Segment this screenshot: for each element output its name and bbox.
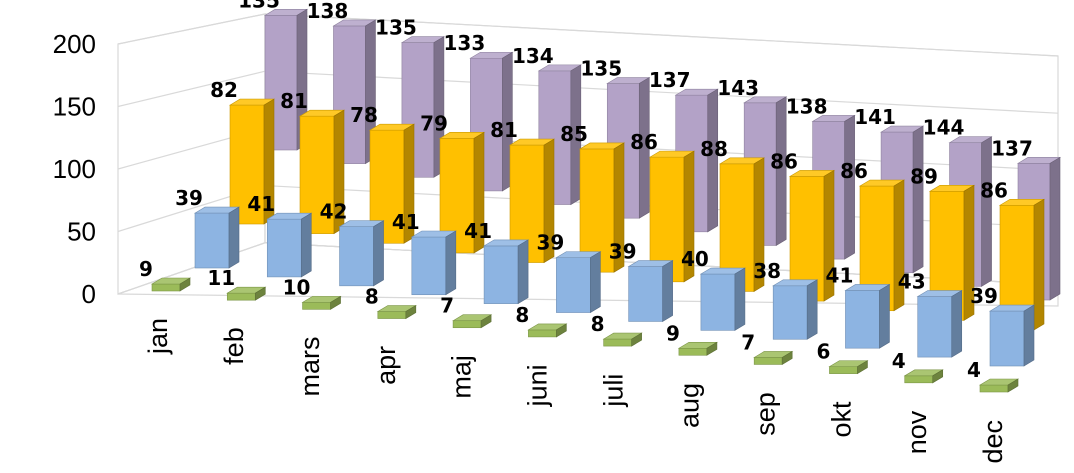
- bar: [677, 341, 718, 356]
- data-label: 138: [307, 0, 349, 23]
- bar: [193, 206, 241, 269]
- bar: [555, 251, 602, 314]
- x-tick-label: juli: [599, 374, 629, 408]
- data-label: 86: [770, 149, 798, 173]
- data-label: 133: [443, 31, 485, 55]
- x-tick-label: juni: [523, 364, 553, 407]
- data-label: 81: [490, 118, 518, 142]
- y-tick-label: 50: [67, 217, 96, 247]
- data-label: 143: [717, 76, 759, 100]
- data-label: 38: [753, 259, 781, 283]
- data-label: 6: [816, 340, 830, 364]
- data-label: 11: [207, 266, 235, 290]
- bar: [828, 360, 869, 375]
- data-label: 7: [741, 330, 755, 354]
- data-label: 39: [970, 284, 998, 308]
- bars: [150, 8, 1062, 393]
- data-label: 144: [923, 116, 965, 140]
- bar: [228, 98, 276, 225]
- data-label: 41: [464, 219, 492, 243]
- data-label: 40: [681, 247, 709, 271]
- data-label: 41: [247, 192, 275, 216]
- data-label: 9: [139, 257, 153, 281]
- data-label: 137: [649, 68, 691, 92]
- data-label: 4: [967, 358, 981, 382]
- x-tick-label: maj: [447, 355, 477, 399]
- bar: [988, 304, 1036, 367]
- data-label: 78: [350, 103, 378, 127]
- bar: [903, 369, 944, 384]
- data-label: 135: [375, 16, 417, 40]
- data-label: 4: [892, 349, 906, 373]
- data-label: 86: [840, 159, 868, 183]
- bar: [368, 123, 416, 244]
- x-tick-label: jan: [143, 318, 173, 355]
- bar: [483, 239, 530, 305]
- data-label: 9: [666, 321, 680, 345]
- gridline: [117, 13, 1059, 57]
- bar: [266, 212, 313, 278]
- bar: [376, 305, 417, 320]
- x-tick-label: aug: [674, 383, 704, 428]
- x-tick-label: okt: [826, 401, 856, 438]
- data-label: 39: [609, 240, 637, 264]
- x-tick-label: dec: [978, 420, 1008, 464]
- data-label: 86: [630, 130, 658, 154]
- data-label: 39: [536, 231, 564, 255]
- y-tick-label: 150: [53, 92, 96, 122]
- x-tick-label: sep: [750, 392, 780, 436]
- y-axis: 0 50 100 150 200: [53, 29, 96, 309]
- data-label: 39: [175, 186, 203, 210]
- data-label: 81: [280, 89, 308, 113]
- data-label: 8: [591, 312, 605, 336]
- bar: [753, 350, 794, 365]
- bar: [699, 267, 746, 331]
- bar: [410, 230, 457, 296]
- y-tick-label: 200: [53, 29, 96, 59]
- data-label: 8: [365, 285, 379, 309]
- x-tick-label: mars: [295, 337, 325, 397]
- bar: [338, 220, 385, 287]
- data-label: 41: [392, 210, 420, 234]
- data-label: 137: [991, 136, 1033, 160]
- data-label: 42: [320, 200, 348, 224]
- data-label: 88: [700, 137, 728, 161]
- bar: [602, 332, 643, 347]
- data-label: 141: [854, 105, 896, 129]
- x-tick-label: nov: [902, 410, 932, 454]
- bar: [772, 279, 819, 340]
- data-label: 138: [786, 94, 828, 118]
- bar: [226, 286, 267, 301]
- bar: [150, 277, 192, 292]
- data-label: 82: [210, 78, 238, 102]
- data-label: 43: [898, 270, 926, 294]
- data-label: 86: [980, 178, 1008, 202]
- data-label: 135: [580, 57, 622, 81]
- bar: [527, 323, 568, 338]
- data-label: 10: [283, 275, 311, 299]
- data-label: 135: [238, 0, 280, 12]
- x-tick-label: apr: [371, 346, 401, 385]
- y-tick-label: 100: [53, 154, 96, 184]
- data-label: 41: [826, 263, 854, 287]
- bar: [332, 19, 377, 165]
- x-tick-label: feb: [219, 327, 249, 365]
- y-tick-label: 0: [82, 279, 96, 309]
- data-label: 7: [440, 294, 454, 318]
- x-axis: jan feb mars apr maj juni juli aug sep okt nov dec: [143, 318, 1008, 464]
- data-label: 85: [560, 122, 588, 146]
- data-label: 8: [515, 303, 529, 327]
- bar: [844, 283, 891, 349]
- bar: [627, 260, 674, 322]
- bar: [301, 295, 342, 310]
- data-label: 134: [512, 44, 554, 68]
- bar: [978, 378, 1020, 393]
- bar: [452, 314, 493, 329]
- data-label: 79: [420, 111, 448, 135]
- bar: [916, 290, 963, 358]
- data-label: 89: [910, 164, 938, 188]
